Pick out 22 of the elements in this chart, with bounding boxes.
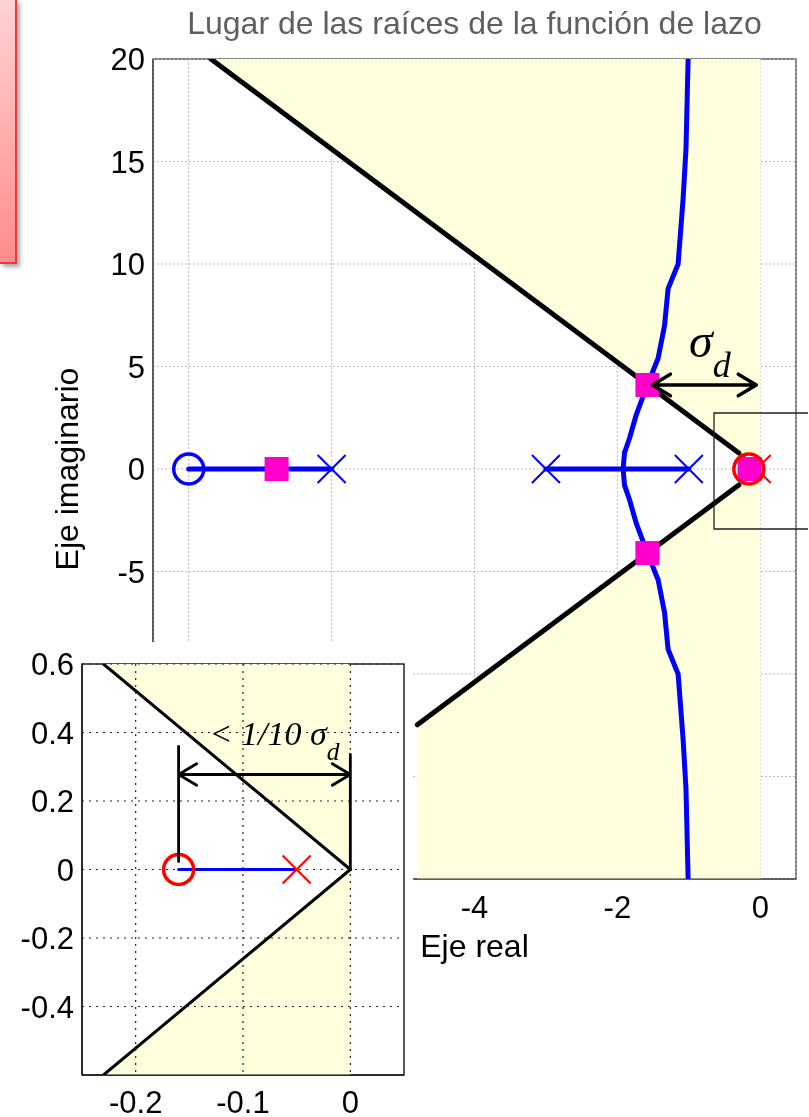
y-tick-label: 0.4 <box>30 715 74 751</box>
y-tick-label: -0.4 <box>20 989 74 1025</box>
x-tick-label: -0.1 <box>216 1085 270 1117</box>
y-tick-label: -0.2 <box>20 921 74 957</box>
x-tick-label: -2 <box>603 890 632 926</box>
x-tick-label: -4 <box>460 890 489 926</box>
y-tick-label: -5 <box>117 554 145 590</box>
y-tick-label: 20 <box>110 42 145 77</box>
y-tick-label: 15 <box>110 144 145 180</box>
x-axis-title: Eje real <box>420 928 529 964</box>
x-tick-label: 0 <box>751 890 769 926</box>
y-tick-label: 0.6 <box>30 647 74 683</box>
annotation: < 1/10 σ$_{d}$ <box>209 714 340 765</box>
chart-title: Lugar de las raíces de la función de lazo <box>187 5 762 41</box>
y-tick-label: 10 <box>110 247 145 283</box>
y-tick-label: 0.2 <box>30 784 74 820</box>
x-tick-label: 0 <box>341 1085 359 1117</box>
y-axis-title: Eje imaginario <box>49 367 85 571</box>
y-tick-label: 0 <box>127 452 145 488</box>
y-tick-label: 5 <box>127 349 145 385</box>
y-tick-label: 0 <box>56 852 74 888</box>
annotation: σ$_{d}$ <box>689 313 732 385</box>
